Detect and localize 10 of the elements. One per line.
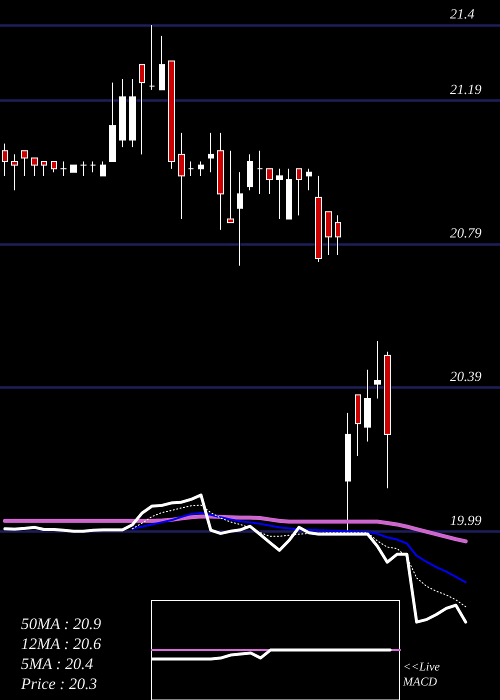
annotation: Price : 20.3	[20, 676, 97, 693]
annotation: 50MA : 20.9	[21, 616, 102, 633]
annotation: 12MA : 20.6	[21, 636, 102, 653]
y-tick-label: 21.4	[450, 8, 474, 23]
annotation: <<Live MACD	[402, 660, 443, 688]
y-tick-label: 20.39	[450, 370, 482, 386]
y-tick-label: 19.99	[450, 514, 482, 529]
annotation: 5MA : 20.4	[21, 656, 94, 673]
y-tick-label: 21.19	[450, 83, 482, 98]
y-tick-label: 20.79	[450, 226, 482, 242]
